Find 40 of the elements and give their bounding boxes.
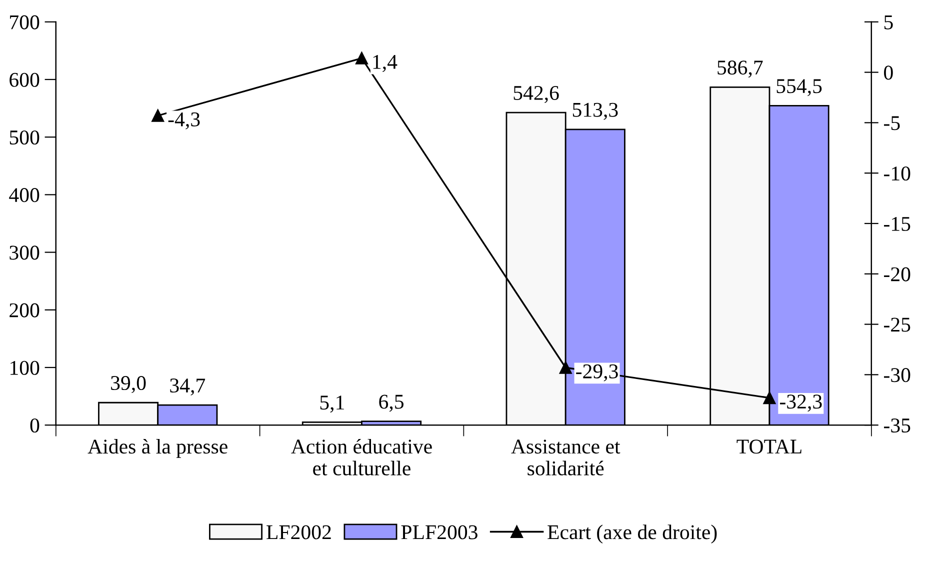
data-label: -29,3	[576, 364, 618, 382]
legend-label: Ecart (axe de droite)	[548, 524, 717, 544]
y-tick-label: 700	[10, 15, 40, 30]
x-tick-label: Assistance et solidarité	[511, 440, 620, 476]
y2-tick-label: -30	[884, 368, 910, 382]
y-tick-label: 200	[10, 303, 40, 318]
data-label: 39,0	[111, 376, 146, 394]
x-tick-label: Aides à la presse	[88, 438, 228, 458]
y-tick-label: 400	[9, 188, 40, 202]
point	[355, 52, 368, 64]
data-label: 5,1	[320, 396, 344, 413]
data-label: -32,3	[780, 394, 822, 412]
y2-tick-label: -25	[884, 318, 910, 332]
y2-tick-label: -5	[884, 116, 900, 130]
y2-tick-label: -10	[884, 166, 910, 181]
data-label: 34,7	[170, 378, 206, 396]
point	[559, 361, 572, 374]
y2-tick-label: -20	[884, 267, 910, 282]
data-label: 1,4	[373, 54, 398, 72]
legend-label: PLF2003	[401, 525, 478, 540]
data-label: -4,3	[168, 112, 200, 130]
data-label: 513,3	[572, 102, 618, 120]
x-tick-label: Action éducative et culturelle	[291, 438, 432, 476]
y-tick-label: 0	[30, 418, 40, 433]
y2-tick-label: -15	[884, 216, 910, 231]
y2-tick-label: 0	[884, 66, 893, 80]
y-tick-label: 300	[10, 246, 40, 260]
y2-tick-label: 5	[884, 15, 893, 30]
x-tick-label: TOTAL	[736, 440, 802, 454]
point	[152, 109, 164, 122]
point	[763, 392, 776, 404]
data-label: 542,6	[514, 86, 559, 103]
y2-tick-label: -35	[884, 418, 910, 433]
data-label: 554,5	[776, 79, 822, 96]
y-tick-label: 100	[10, 360, 40, 375]
data-label: 586,7	[718, 60, 763, 78]
data-label: 6,5	[379, 394, 404, 412]
y-tick-label: 600	[10, 72, 40, 87]
legend-label: LF2002	[266, 525, 331, 540]
y-tick-label: 500	[10, 130, 40, 145]
